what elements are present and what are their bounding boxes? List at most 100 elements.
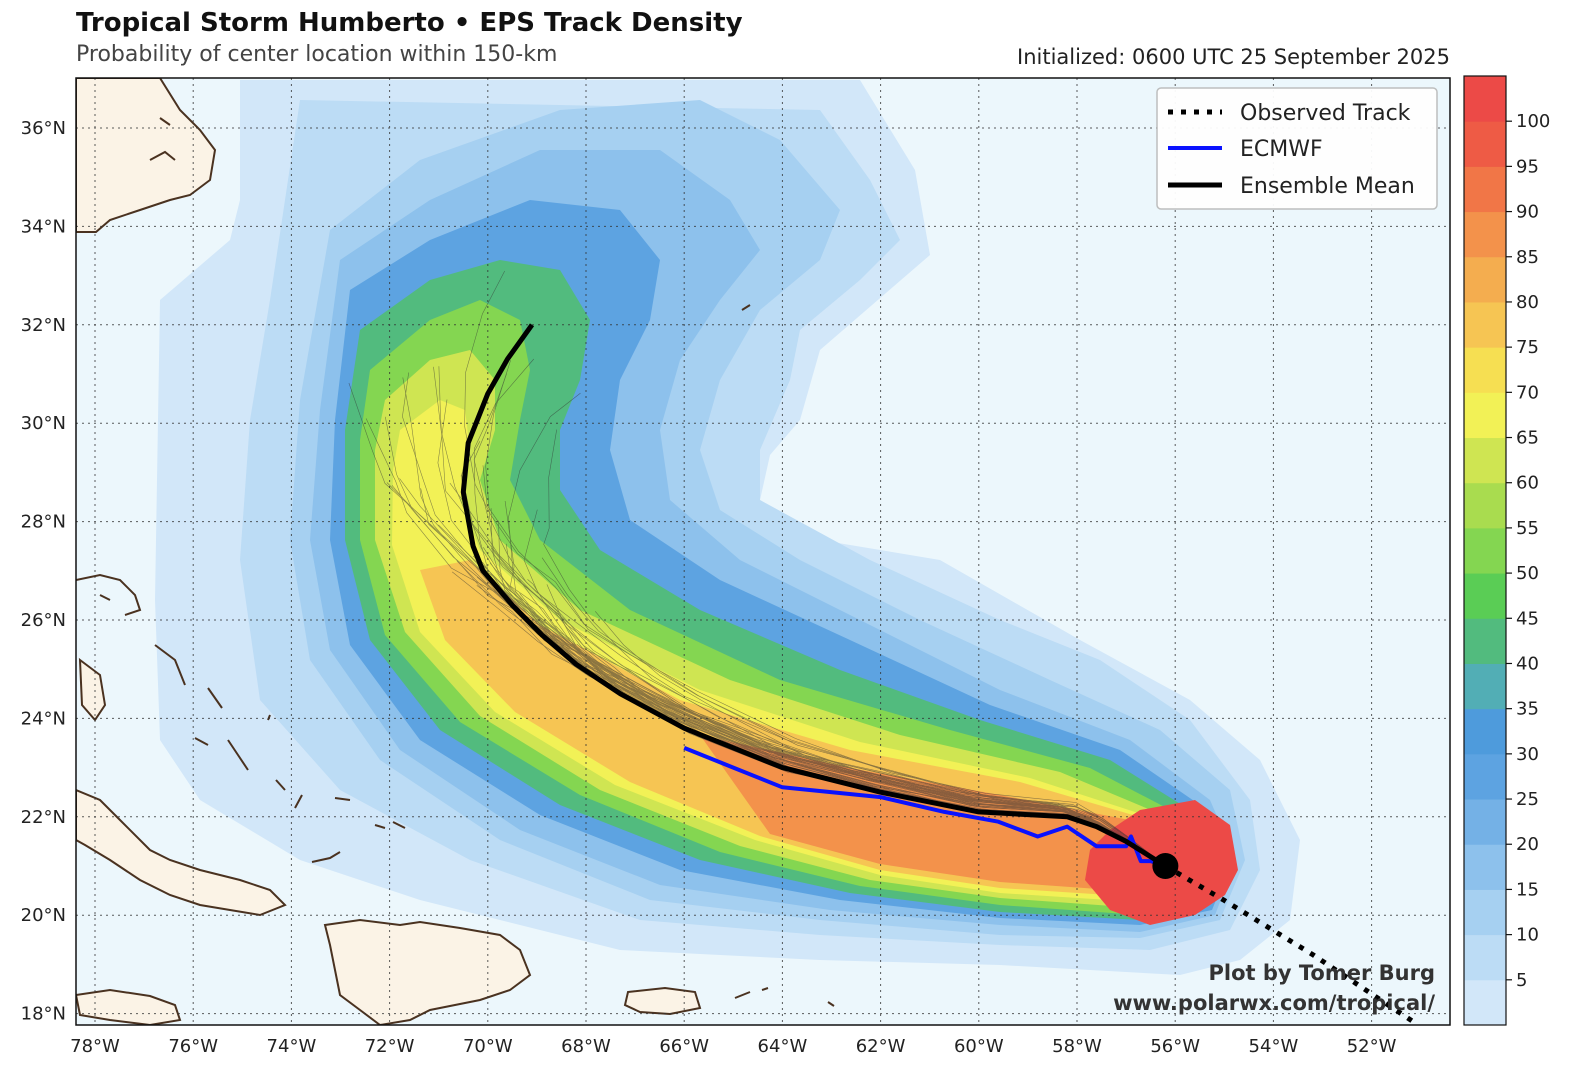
- lat-label: 28°N: [21, 512, 66, 533]
- lat-label: 30°N: [21, 413, 66, 434]
- colorbar-tick-label: 30: [1516, 744, 1539, 765]
- legend-mean-label: Ensemble Mean: [1240, 174, 1415, 199]
- colorbar-tick-label: 70: [1516, 382, 1539, 403]
- florida-keys: [76, 573, 142, 616]
- colorbar-tick-label: 85: [1516, 247, 1539, 268]
- credit-line-1: Plot by Tomer Burg: [1209, 961, 1436, 985]
- colorbar-segment: [1464, 573, 1506, 619]
- colorbar-segment: [1464, 347, 1506, 393]
- pamlico-islands: [149, 117, 176, 161]
- lon-label: 72°W: [365, 1036, 415, 1057]
- colorbar-tick-label: 5: [1516, 970, 1527, 991]
- observed-track-line: [1164, 863, 1418, 1025]
- colorbar-segment: [1464, 301, 1506, 348]
- lon-label: 52°W: [1347, 1036, 1397, 1057]
- lon-label: 60°W: [954, 1036, 1004, 1057]
- puerto-rico-island: [623, 986, 702, 1016]
- colorbar-tick-label: 10: [1516, 925, 1539, 946]
- storm-center-marker: [1152, 853, 1179, 879]
- latitude-labels: 36°N 34°N 32°N 30°N 28°N 26°N 24°N 22°N 20°N 18°N: [21, 118, 66, 1025]
- lat-label: 20°N: [21, 905, 66, 926]
- colorbar-segment: [1464, 979, 1506, 1026]
- colorbar-segment: [1464, 889, 1506, 936]
- lat-label: 18°N: [21, 1004, 66, 1025]
- member-track: [433, 366, 1166, 867]
- colorbar-segment: [1464, 527, 1506, 574]
- lat-label: 22°N: [21, 807, 66, 828]
- colorbar-tick-label: 35: [1516, 699, 1539, 720]
- legend-box: Observed Track ECMWF Ensemble Mean: [1156, 87, 1438, 210]
- colorbar-tick-label: 90: [1516, 202, 1539, 223]
- member-track: [485, 360, 1166, 867]
- member-track: [464, 270, 1166, 867]
- lon-label: 68°W: [561, 1036, 611, 1057]
- colorbar-tick-label: 95: [1516, 156, 1539, 177]
- credit-line-2: www.polarwx.com/tropical/: [1113, 991, 1435, 1015]
- colorbar-segment: [1464, 708, 1506, 755]
- hispaniola-island: [323, 918, 532, 1025]
- colorbar: [1464, 76, 1506, 1026]
- colorbar-segment: [1464, 392, 1506, 439]
- lat-label: 26°N: [21, 610, 66, 631]
- colorbar-segment: [1464, 166, 1506, 213]
- longitude-labels: 78°W 76°W 74°W 72°W 70°W 68°W 66°W 64°W 62°W 60°W…: [70, 1036, 1397, 1057]
- legend-background: [1156, 87, 1438, 210]
- density-contour-60: [392, 400, 1222, 902]
- north-america-coast: [76, 78, 217, 233]
- colorbar-segment: [1464, 437, 1506, 484]
- land-areas: [76, 78, 835, 1025]
- colorbar-tick-label: 20: [1516, 834, 1539, 855]
- colorbar-segment: [1464, 618, 1506, 664]
- member-track: [438, 366, 1166, 867]
- legend-observed-label: Observed Track: [1240, 101, 1411, 126]
- lon-label: 76°W: [168, 1036, 218, 1057]
- lat-label: 32°N: [21, 315, 66, 336]
- colorbar-segment: [1464, 256, 1506, 303]
- colorbar-segment: [1464, 76, 1506, 122]
- colorbar-tick-label: 80: [1516, 292, 1539, 313]
- ensemble-member-tracks: [348, 270, 1166, 867]
- lat-label: 24°N: [21, 708, 66, 729]
- lat-label: 36°N: [21, 118, 66, 139]
- small-islands: [734, 304, 835, 1007]
- colorbar-tick-label: 100: [1516, 111, 1550, 132]
- lon-label: 70°W: [463, 1036, 513, 1057]
- colorbar-segment: [1464, 844, 1506, 890]
- bahamas-islands: [154, 644, 351, 809]
- lon-label: 78°W: [70, 1036, 120, 1057]
- ensemble-mean-track-line: [460, 323, 1167, 869]
- graticule: [76, 78, 1450, 1025]
- lat-label: 34°N: [21, 216, 66, 237]
- colorbar-ticks: 100 95 90 85 80 75 70 65 60 55 50 45 40 35 30 25 20 15 10 5: [1506, 111, 1550, 991]
- colorbar-tick-label: 15: [1516, 879, 1539, 900]
- lon-label: 56°W: [1150, 1036, 1200, 1057]
- colorbar-segment: [1464, 121, 1506, 167]
- lon-label: 64°W: [758, 1036, 808, 1057]
- initialization-time: Initialized: 0600 UTC 25 September 2025: [1017, 45, 1450, 69]
- colorbar-tick-label: 25: [1516, 789, 1539, 810]
- colorbar-segment: [1464, 753, 1506, 800]
- member-track: [348, 382, 1166, 867]
- jamaica-island: [76, 988, 182, 1025]
- colorbar-tick-label: 75: [1516, 337, 1539, 358]
- cuba-island: [76, 788, 287, 917]
- colorbar-segment: [1464, 934, 1506, 981]
- chart-subtitle: Probability of center location within 15…: [76, 42, 558, 67]
- colorbar-tick-label: 60: [1516, 473, 1539, 494]
- member-track: [490, 547, 1166, 867]
- legend-ecmwf-label: ECMWF: [1240, 137, 1323, 162]
- lon-label: 58°W: [1052, 1036, 1102, 1057]
- colorbar-tick-label: 50: [1516, 563, 1539, 584]
- map-frame: [75, 77, 1451, 1026]
- colorbar-tick-label: 45: [1516, 608, 1539, 629]
- member-track: [482, 465, 1166, 867]
- lon-label: 66°W: [659, 1036, 709, 1057]
- density-swath: [155, 80, 1300, 975]
- colorbar-segment: [1464, 211, 1506, 258]
- colorbar-tick-label: 40: [1516, 653, 1539, 674]
- lon-label: 54°W: [1249, 1036, 1299, 1057]
- colorbar-segment: [1464, 663, 1506, 710]
- colorbar-segment: [1464, 482, 1506, 529]
- ecmwf-track-line: [683, 746, 1167, 868]
